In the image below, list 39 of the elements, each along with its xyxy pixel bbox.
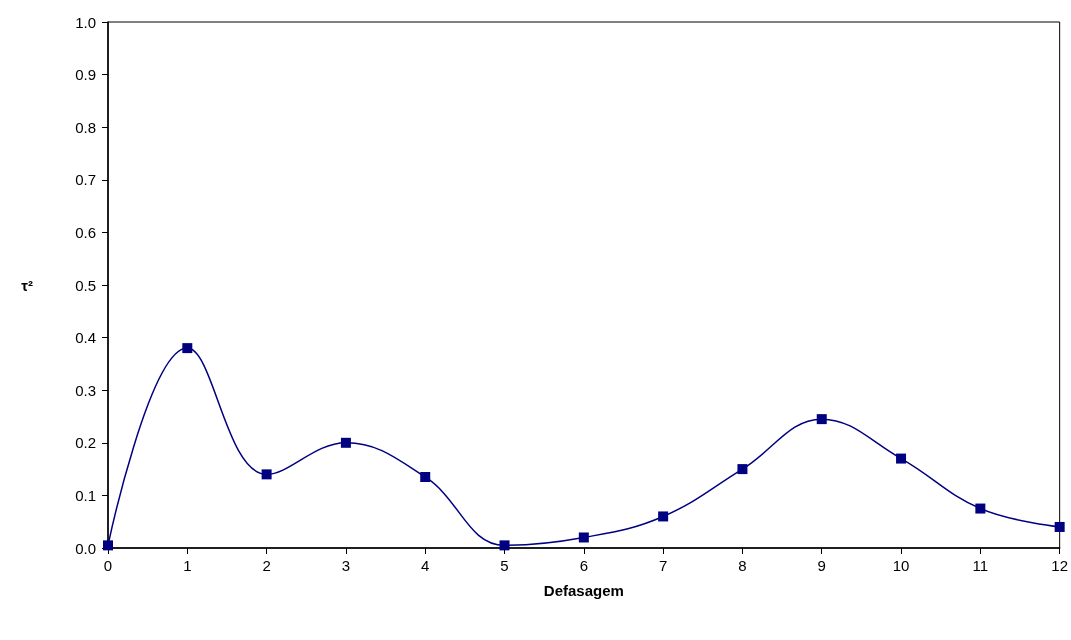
x-tick-label: 8 [738,557,747,574]
x-tick-label: 10 [892,557,910,574]
x-tick-label: 0 [103,557,113,574]
x-tick-label: 2 [262,557,271,574]
y-tick-label: 0.0 [75,539,96,557]
point [658,511,669,522]
point [578,532,589,543]
y-tick-label: 1.0 [75,13,96,31]
x-tick-label: 5 [500,557,509,574]
x-tick-label: 11 [972,557,989,574]
y-tick-label: 0.5 [75,276,96,294]
point [499,540,510,551]
x-tick-label: 9 [817,557,826,574]
y-tick-label: 0.9 [75,66,96,84]
point [420,471,431,482]
y-tick-label: 0.4 [75,329,96,347]
point [816,414,827,425]
point [737,464,748,475]
point [182,343,193,354]
y-tick-label: 0.7 [75,171,96,189]
point [896,453,907,464]
x-tick-label: 1 [183,557,192,574]
x-tick-label: 3 [341,557,351,574]
point [1054,521,1065,532]
x-tick-label: 4 [421,557,430,574]
point [261,469,272,480]
y-tick-label: 0.8 [75,118,96,136]
x-tick-label: 7 [658,557,668,574]
y-tick-label: 0.6 [75,223,96,241]
y-tick-label: 0.3 [75,381,96,399]
y-tick-label: 0.2 [75,434,96,452]
y-axis-title: τ² [21,276,33,294]
point [975,503,986,514]
x-axis-title: Defasagem [543,582,624,599]
x-tick-label: 12 [1051,557,1068,574]
point [340,437,351,448]
point [103,540,113,551]
x-tick-label: 6 [579,557,588,574]
y-tick-label: 0.1 [75,486,96,504]
